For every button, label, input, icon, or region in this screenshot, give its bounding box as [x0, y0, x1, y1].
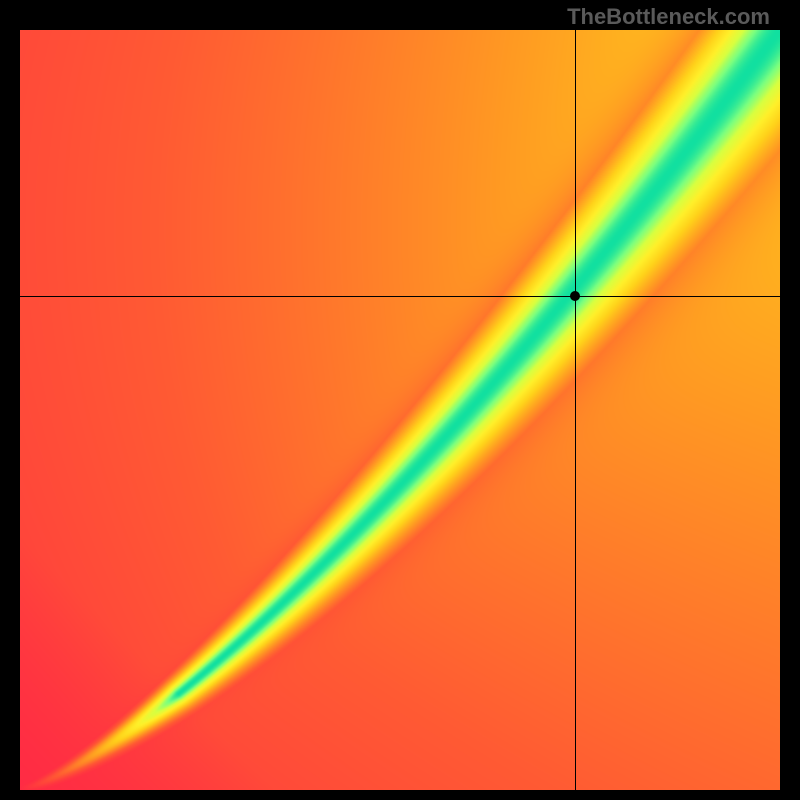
heatmap-canvas [20, 30, 780, 790]
crosshair-horizontal [20, 296, 780, 297]
plot-area [20, 30, 780, 790]
chart-container: TheBottleneck.com [0, 0, 800, 800]
watermark-text: TheBottleneck.com [567, 4, 770, 30]
crosshair-dot [570, 291, 580, 301]
crosshair-vertical [575, 30, 576, 790]
